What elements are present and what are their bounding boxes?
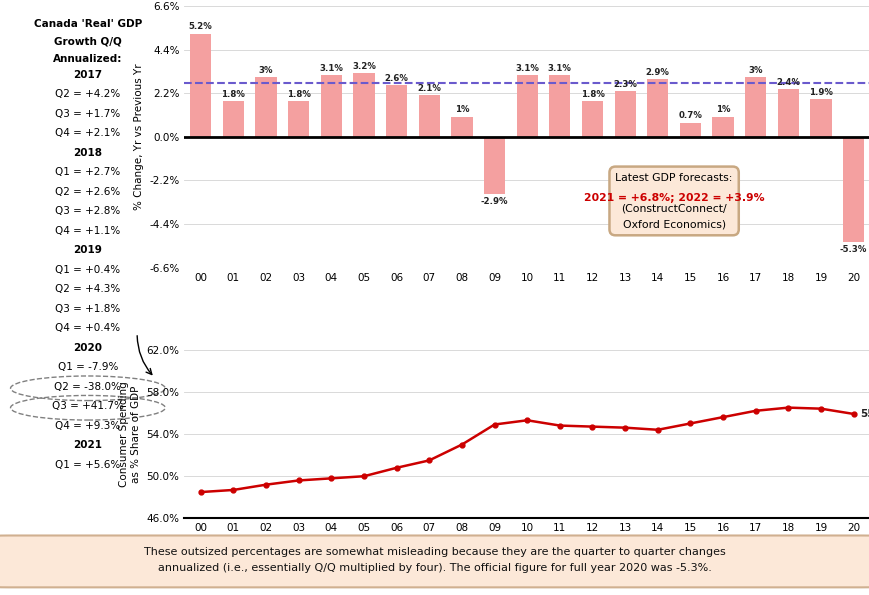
Text: These outsized percentages are somewhat misleading because they are the quarter : These outsized percentages are somewhat … xyxy=(144,547,725,572)
Text: Q4 = +1.1%: Q4 = +1.1% xyxy=(56,226,121,236)
Text: Q2 = +4.2%: Q2 = +4.2% xyxy=(56,89,121,99)
Text: 2021 = +6.8%; 2022 = +3.9%: 2021 = +6.8%; 2022 = +3.9% xyxy=(583,193,764,203)
Bar xyxy=(222,101,243,137)
Text: Q1 = -7.9%: Q1 = -7.9% xyxy=(57,362,118,372)
Bar xyxy=(190,34,211,137)
Text: Growth Q/Q: Growth Q/Q xyxy=(54,36,122,46)
Text: 5.2%: 5.2% xyxy=(189,22,212,31)
Text: 1%: 1% xyxy=(454,105,468,114)
Text: 3.1%: 3.1% xyxy=(514,64,539,73)
Text: Latest GDP forecasts:

(ConstructConnect/
Oxford Economics): Latest GDP forecasts: (ConstructConnect/… xyxy=(614,173,732,229)
Text: Q2 = -38.0%: Q2 = -38.0% xyxy=(55,381,121,392)
Bar xyxy=(777,89,798,137)
Bar xyxy=(712,117,733,137)
Bar xyxy=(581,101,602,137)
Text: 2.9%: 2.9% xyxy=(645,68,669,77)
Y-axis label: % Change, Yr vs Previous Yr: % Change, Yr vs Previous Yr xyxy=(134,64,143,210)
Text: 3.1%: 3.1% xyxy=(547,64,571,73)
Text: Q4 = +0.4%: Q4 = +0.4% xyxy=(56,323,120,333)
Text: 1%: 1% xyxy=(715,105,729,114)
Text: 1.8%: 1.8% xyxy=(287,90,310,99)
Text: 3%: 3% xyxy=(258,66,273,75)
Text: Q3 = +41.7%: Q3 = +41.7% xyxy=(52,401,123,411)
Bar xyxy=(255,77,276,137)
Text: 3.1%: 3.1% xyxy=(319,64,343,73)
Text: -2.9%: -2.9% xyxy=(481,197,507,206)
Text: Annualized:: Annualized: xyxy=(53,54,123,64)
FancyBboxPatch shape xyxy=(0,536,869,587)
Text: 55.9%: 55.9% xyxy=(859,409,869,419)
Bar xyxy=(386,85,407,137)
Text: Q3 = +2.8%: Q3 = +2.8% xyxy=(56,206,121,217)
Bar xyxy=(451,117,472,137)
Text: 2017: 2017 xyxy=(73,70,103,80)
Bar xyxy=(810,99,831,137)
Bar xyxy=(516,76,537,137)
Bar xyxy=(418,95,440,137)
Text: 3.2%: 3.2% xyxy=(352,62,375,71)
Bar xyxy=(548,76,570,137)
Y-axis label: Consumer Spending
as % Share of GDP: Consumer Spending as % Share of GDP xyxy=(119,381,141,487)
Text: Q1 = +0.4%: Q1 = +0.4% xyxy=(56,265,120,275)
Text: 2021: 2021 xyxy=(73,440,103,450)
Text: Q2 = +4.3%: Q2 = +4.3% xyxy=(56,284,121,295)
Text: 1.8%: 1.8% xyxy=(222,90,245,99)
Text: 2.3%: 2.3% xyxy=(613,80,636,89)
Text: Q1 = +5.6%: Q1 = +5.6% xyxy=(56,459,121,469)
Bar xyxy=(614,91,635,137)
Text: 3%: 3% xyxy=(747,66,762,75)
Text: 2.1%: 2.1% xyxy=(417,84,441,93)
Bar xyxy=(744,77,766,137)
Text: 2020: 2020 xyxy=(73,343,103,353)
Bar xyxy=(842,137,863,242)
Text: 2018: 2018 xyxy=(73,148,103,158)
Text: Q2 = +2.6%: Q2 = +2.6% xyxy=(56,187,121,197)
Text: Q4 = +9.3%: Q4 = +9.3% xyxy=(56,421,121,431)
Text: -5.3%: -5.3% xyxy=(839,245,866,253)
Bar xyxy=(353,73,375,137)
Text: Q3 = +1.7%: Q3 = +1.7% xyxy=(56,109,121,119)
Text: 2.4%: 2.4% xyxy=(775,78,799,87)
Text: 2019: 2019 xyxy=(73,245,103,255)
Text: Q4 = +2.1%: Q4 = +2.1% xyxy=(56,129,121,139)
Text: Canada 'Real' GDP: Canada 'Real' GDP xyxy=(34,19,142,29)
Text: Q1 = +2.7%: Q1 = +2.7% xyxy=(56,167,121,177)
Bar xyxy=(483,137,505,195)
Bar xyxy=(288,101,308,137)
Text: 0.7%: 0.7% xyxy=(678,111,701,120)
Bar xyxy=(647,79,667,137)
Bar xyxy=(321,76,342,137)
Text: 1.9%: 1.9% xyxy=(808,87,832,96)
Text: Q3 = +1.8%: Q3 = +1.8% xyxy=(56,303,121,314)
Text: 2.6%: 2.6% xyxy=(384,74,408,83)
X-axis label: Year: Year xyxy=(511,539,542,552)
Bar xyxy=(679,123,700,137)
Text: 1.8%: 1.8% xyxy=(580,90,604,99)
